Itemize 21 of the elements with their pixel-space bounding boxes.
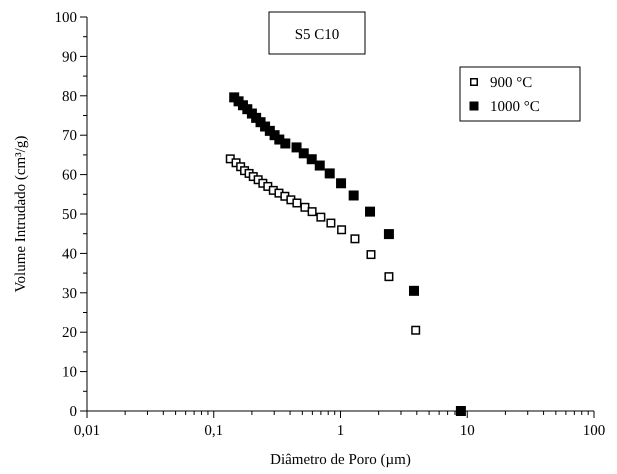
y-tick-label: 0 — [70, 404, 77, 420]
y-tick-label: 20 — [62, 325, 77, 342]
x-tick-label: 0,1 — [204, 423, 224, 439]
y-tick-label: 60 — [62, 168, 77, 184]
legend-label: 900 °C — [490, 75, 532, 91]
x-tick-label: 1 — [336, 423, 344, 439]
y-tick-label: 40 — [62, 246, 77, 262]
y-tick-label: 70 — [62, 128, 77, 144]
y-axis-title: Volume Intrudado (cm³/g) — [13, 136, 29, 292]
y-tick-label: 10 — [62, 364, 77, 381]
x-tick-label: 0,01 — [74, 423, 100, 439]
y-tick-label: 30 — [62, 286, 77, 302]
y-tick-label: 80 — [62, 88, 77, 105]
x-tick-label: 100 — [582, 423, 606, 439]
y-tick-label: 90 — [62, 49, 77, 66]
x-tick-label: 10 — [460, 423, 475, 439]
annotation: S5 C10 — [294, 27, 340, 43]
y-tick-label: 50 — [62, 207, 77, 223]
legend-label: 1000 °C — [490, 99, 540, 115]
y-tick-label: 100 — [54, 10, 77, 26]
x-axis-title: Diâmetro de Poro (µm) — [270, 452, 411, 468]
